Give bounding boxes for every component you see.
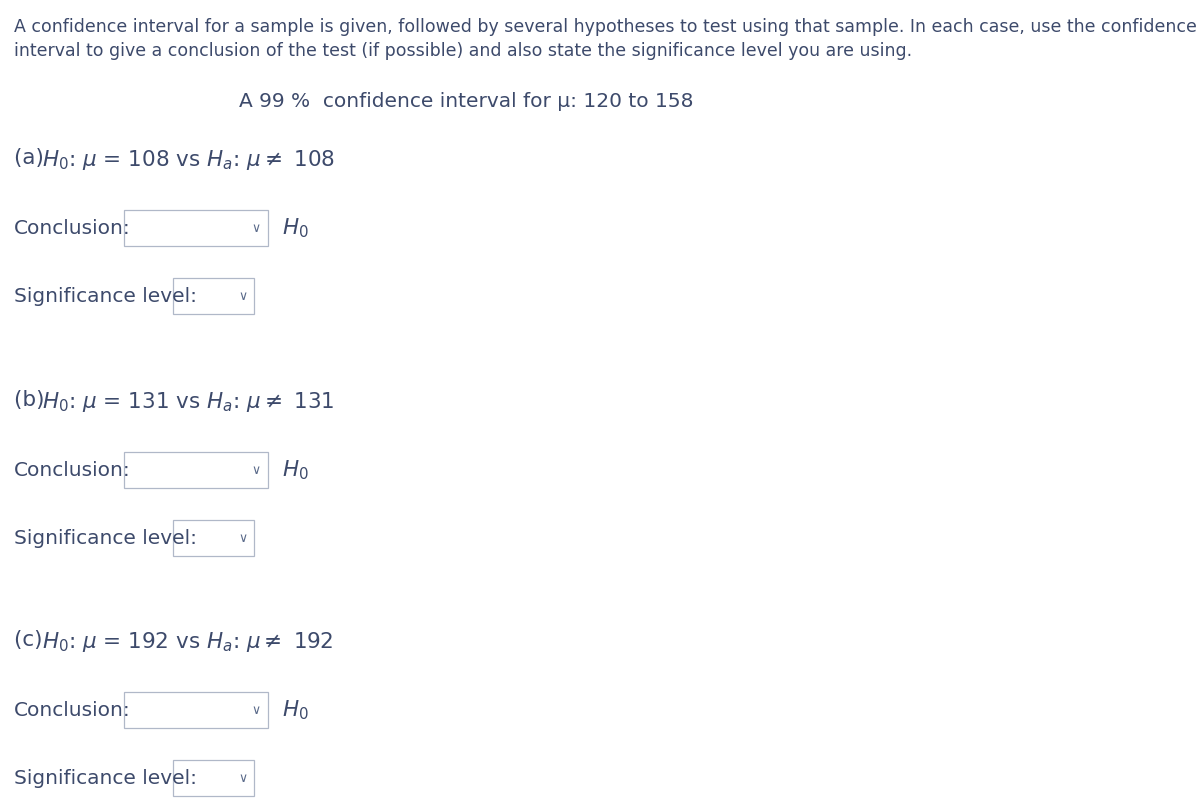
Text: ∨: ∨ <box>239 531 248 544</box>
Text: $\mathit{H_0}$: $\mu$ = 192 vs $\mathit{H_a}$: $\mu \neq$ 192: $\mathit{H_0}$: $\mu$ = 192 vs $\mathit{… <box>42 630 334 654</box>
Bar <box>125 692 269 728</box>
Bar <box>173 760 254 796</box>
Text: (b): (b) <box>14 390 52 410</box>
Text: Significance level:: Significance level: <box>14 769 197 787</box>
Text: ∨: ∨ <box>239 771 248 785</box>
Text: A confidence interval for a sample is given, followed by several hypotheses to t: A confidence interval for a sample is gi… <box>14 18 1196 36</box>
Bar <box>173 278 254 314</box>
Text: Significance level:: Significance level: <box>14 287 197 306</box>
Text: $H_0$: $H_0$ <box>282 217 308 240</box>
Text: $H_0$: $H_0$ <box>282 698 308 722</box>
Bar <box>173 520 254 556</box>
Text: Significance level:: Significance level: <box>14 529 197 547</box>
Text: $H_0$: $H_0$ <box>282 458 308 482</box>
Text: $\mathit{H_0}$: $\mu$ = 108 vs $\mathit{H_a}$: $\mu \neq$ 108: $\mathit{H_0}$: $\mu$ = 108 vs $\mathit{… <box>42 148 335 172</box>
Text: ∨: ∨ <box>239 290 248 303</box>
Text: ∨: ∨ <box>251 221 260 234</box>
Bar <box>125 210 269 246</box>
Text: ∨: ∨ <box>251 464 260 477</box>
Text: interval to give a conclusion of the test (if possible) and also state the signi: interval to give a conclusion of the tes… <box>14 42 912 60</box>
Text: Conclusion:: Conclusion: <box>14 218 131 237</box>
Text: (c): (c) <box>14 630 49 650</box>
Text: Conclusion:: Conclusion: <box>14 700 131 720</box>
Text: Conclusion:: Conclusion: <box>14 460 131 480</box>
Text: $\mathit{H_0}$: $\mu$ = 131 vs $\mathit{H_a}$: $\mu \neq$ 131: $\mathit{H_0}$: $\mu$ = 131 vs $\mathit{… <box>42 390 335 414</box>
Text: A 99 %  confidence interval for μ: 120 to 158: A 99 % confidence interval for μ: 120 to… <box>239 92 694 111</box>
Bar <box>125 452 269 488</box>
Text: (a): (a) <box>14 148 50 168</box>
Text: ∨: ∨ <box>251 704 260 716</box>
